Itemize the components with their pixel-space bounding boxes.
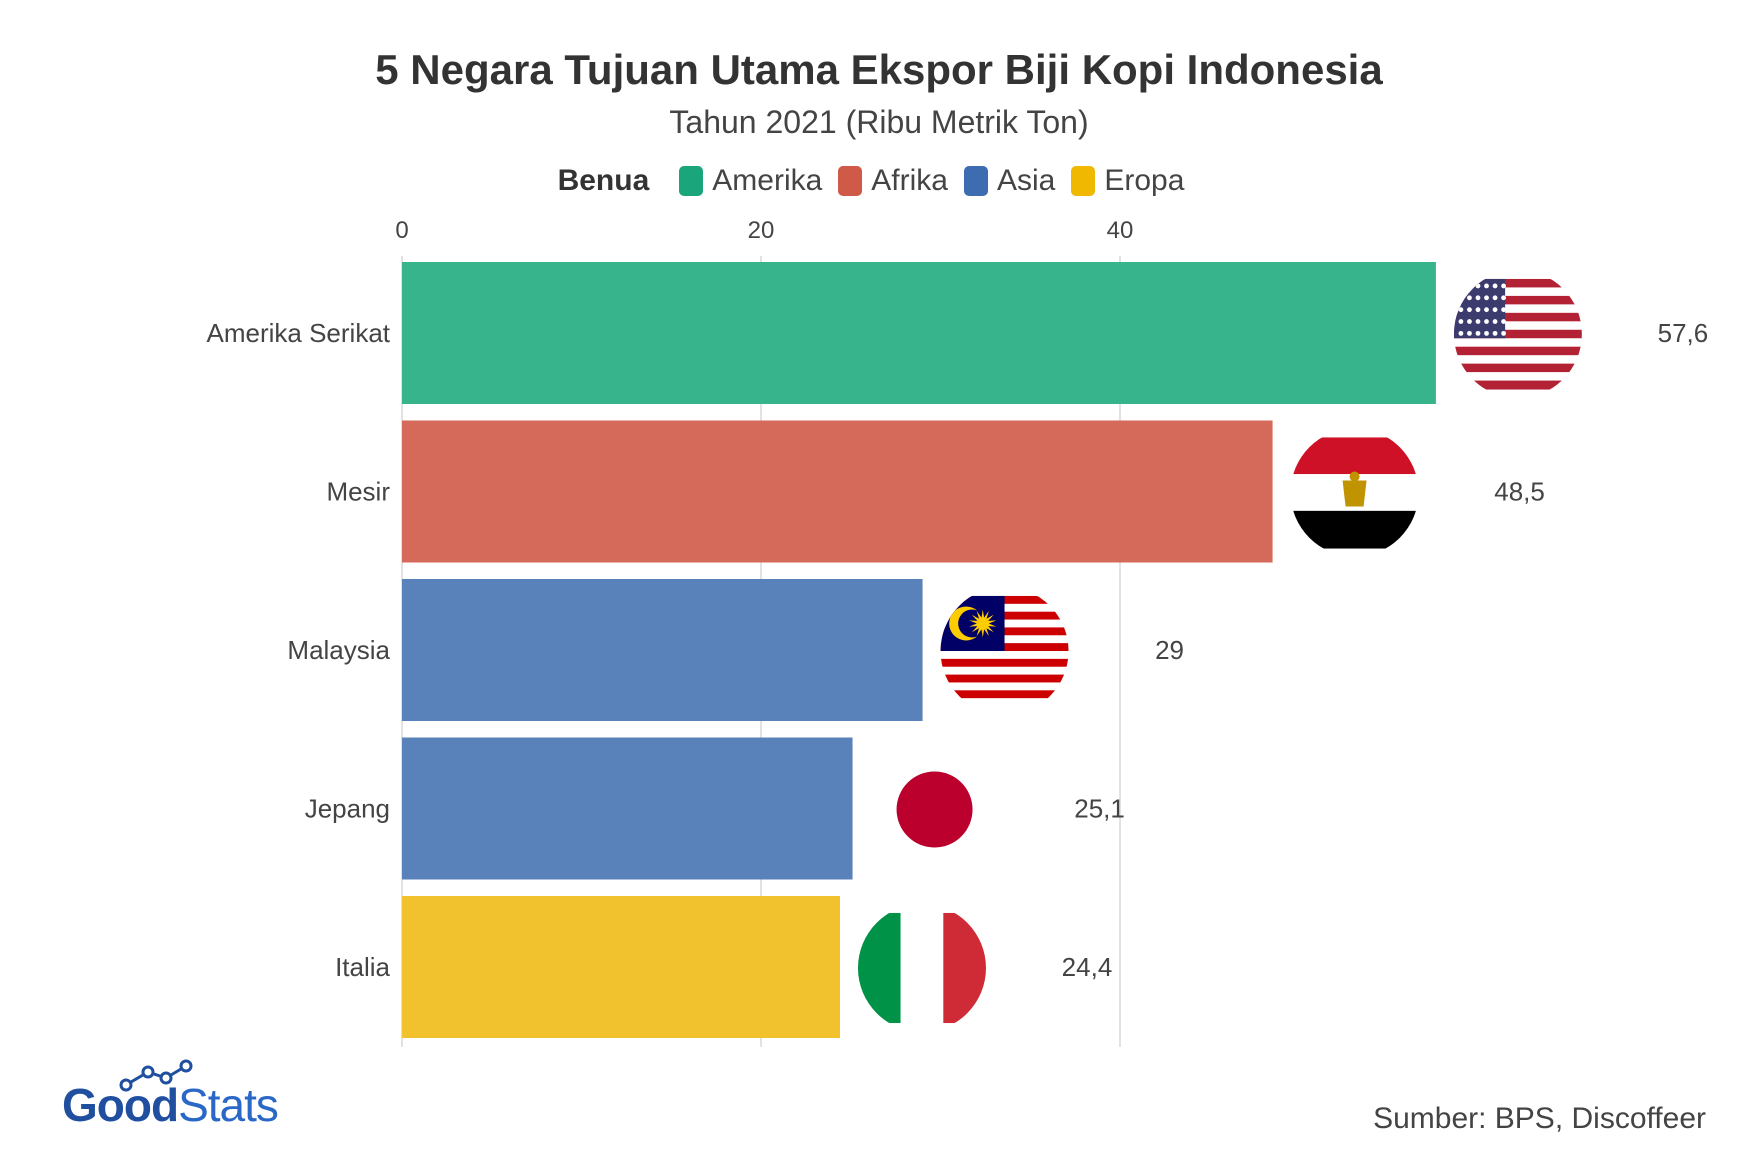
bar-mesir — [402, 420, 1273, 563]
x-tick-label: 0 — [395, 217, 408, 244]
logo-dot-icon — [159, 1071, 173, 1085]
chart-subtitle: Tahun 2021 (Ribu Metrik Ton) — [669, 104, 1089, 140]
malaysia-flag-icon — [940, 595, 1069, 707]
logo-dot-icon — [179, 1059, 193, 1073]
value-label: 57,6 — [1658, 318, 1709, 348]
legend-item-asia: Asia — [963, 164, 1056, 198]
legend-swatch-amerika — [679, 166, 704, 196]
legend-swatch-afrika — [838, 166, 863, 196]
value-label: 29 — [1155, 635, 1184, 665]
category-label: Malaysia — [287, 635, 390, 665]
japan-flag-icon — [870, 754, 999, 865]
egypt-flag-icon — [1290, 437, 1419, 549]
logo-good-text: Good — [62, 1079, 179, 1131]
x-tick-label: 20 — [748, 217, 775, 244]
bar-italia — [402, 896, 840, 1038]
logo-dot-icon — [141, 1065, 155, 1079]
legend-item-afrika: Afrika — [838, 164, 948, 198]
category-label: Jepang — [305, 794, 390, 824]
legend-swatch-eropa — [1071, 166, 1096, 196]
legend-label-asia: Asia — [996, 164, 1056, 197]
logo-graph-line — [125, 1064, 187, 1087]
category-label: Italia — [335, 952, 390, 982]
legend-label-afrika: Afrika — [871, 164, 948, 197]
value-label: 24,4 — [1062, 952, 1113, 982]
legend-title: Benua — [557, 164, 650, 197]
legend: Benua Amerika Afrika Asia Eropa — [0, 164, 1758, 198]
legend-item-eropa: Eropa — [1071, 164, 1184, 198]
chart-title: 5 Negara Tujuan Utama Ekspor Biji Kopi I… — [375, 46, 1383, 93]
bar-jepang — [402, 737, 853, 880]
legend-label-amerika: Amerika — [712, 164, 823, 197]
goodstats-logo: Good Stats — [62, 1078, 279, 1132]
category-label: Amerika Serikat — [207, 318, 391, 348]
logo-dot-icon — [119, 1078, 133, 1092]
italy-flag-icon — [857, 912, 986, 1024]
legend-swatch-asia — [963, 166, 988, 196]
category-label: Mesir — [326, 477, 390, 507]
usa-flag-icon — [1453, 278, 1582, 390]
logo-stats-text: Stats — [178, 1079, 279, 1131]
value-label: 48,5 — [1494, 477, 1545, 507]
x-tick-label: 40 — [1107, 217, 1134, 244]
value-label: 25,1 — [1074, 794, 1125, 824]
bar-amerika-serikat — [402, 262, 1436, 404]
legend-label-eropa: Eropa — [1104, 164, 1185, 197]
source-note: Sumber: BPS, Discoffeer — [1373, 1102, 1706, 1135]
legend-item-amerika: Amerika — [679, 164, 822, 198]
bar-malaysia — [402, 579, 923, 721]
